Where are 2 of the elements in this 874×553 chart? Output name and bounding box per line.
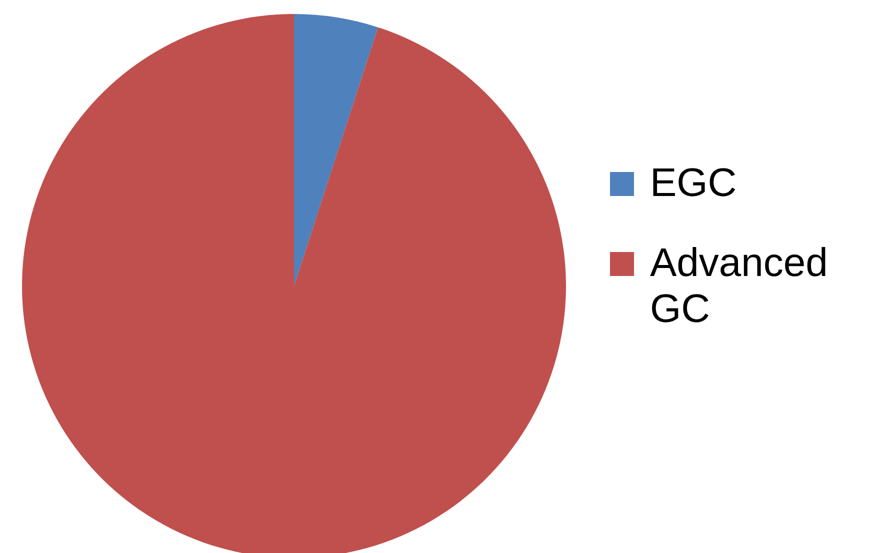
legend-label: Advanced GC bbox=[650, 240, 829, 332]
legend-label: EGC bbox=[650, 160, 738, 206]
